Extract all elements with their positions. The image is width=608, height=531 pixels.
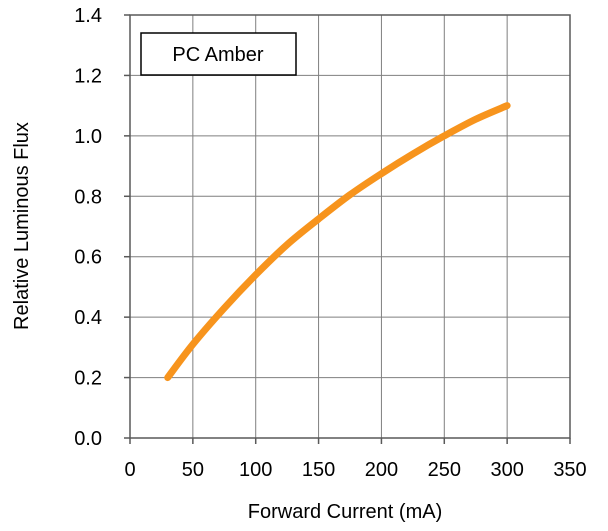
legend-box: [140, 32, 297, 76]
y-tick-label: 1.2: [74, 65, 102, 87]
y-tick-label: 0.8: [74, 186, 102, 208]
x-tick-label: 150: [302, 459, 335, 481]
x-tick-label: 350: [553, 459, 586, 481]
x-tick-label: 0: [124, 459, 135, 481]
x-tick-label: 300: [490, 459, 523, 481]
x-tick-label: 100: [239, 459, 272, 481]
series-layer: [164, 102, 511, 382]
series-line-pc-amber: [164, 102, 511, 382]
x-tick-label: 200: [365, 459, 398, 481]
y-tick-label: 0.0: [74, 428, 102, 450]
y-tick-label: 1.4: [74, 5, 102, 27]
plot-frame: [129, 14, 571, 439]
x-tick-label: 250: [428, 459, 461, 481]
legend: PC Amber: [140, 32, 297, 76]
x-axis-label: Forward Current (mA): [248, 501, 442, 523]
grid-lines: [130, 15, 570, 438]
y-tick-label: 0.6: [74, 247, 102, 269]
axis-ticks: 0 50 100 150 200 250 300 350 0.0 0.2 0.4 0.6 0.8 1.0 1…: [74, 5, 587, 481]
y-tick-label: 0.2: [74, 368, 102, 390]
y-axis-label: Relative Luminous Flux: [11, 122, 33, 330]
x-tick-label: 50: [182, 459, 204, 481]
y-tick-label: 1.0: [74, 126, 102, 148]
legend-label: PC Amber: [172, 44, 263, 66]
y-tick-label: 0.4: [74, 307, 102, 329]
